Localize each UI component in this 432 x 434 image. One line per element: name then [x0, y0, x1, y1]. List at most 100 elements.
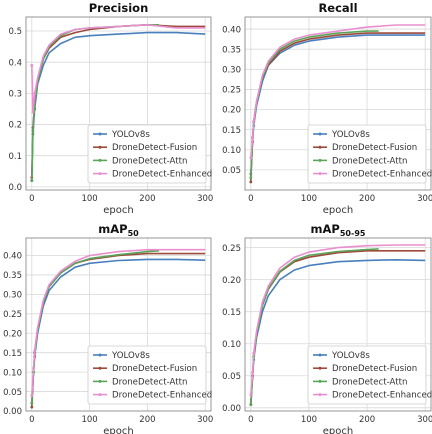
legend-marker-dronedetect-attn — [98, 379, 102, 383]
y-tick-label: 0.10 — [222, 340, 241, 350]
legend-box — [87, 345, 207, 405]
x-tick-label: 200 — [359, 194, 375, 204]
legend-box — [307, 345, 427, 405]
y-tick-label: 0.35 — [222, 45, 241, 55]
y-tick-label: 0.25 — [222, 244, 241, 254]
legend-marker-dronedetect-enhanced — [318, 393, 322, 397]
subplot-2: 0.05 0.10 0.15 0.20 0.25 0.30 0.35 0.40 0 100 200 3… — [222, 1, 432, 216]
point-dronedetect-enhanced — [251, 371, 254, 374]
legend-marker-dronedetect-fusion — [318, 145, 322, 149]
chart-title-text: mAP — [98, 222, 127, 236]
point-dronedetect-enhanced — [249, 393, 253, 397]
point-dronedetect-attn — [30, 179, 34, 183]
x-axis-label: epoch — [103, 205, 133, 216]
legend-marker-dronedetect-enhanced — [318, 172, 322, 176]
y-tick-label: 0.30 — [222, 66, 241, 76]
x-tick-label: 0 — [248, 194, 253, 204]
legend-entry: DroneDetect-Enhanced — [332, 170, 432, 180]
legend-marker-yolov8s — [318, 353, 322, 357]
subplot-1: 0.0 0.1 0.2 0.3 0.4 0.5 0 100 200 300 epoch Precisi… — [8, 1, 213, 216]
point-dronedetect-attn — [249, 403, 253, 406]
y-tick-label: 0.20 — [222, 106, 241, 116]
legend-marker-dronedetect-fusion — [98, 145, 102, 149]
x-tick-label: 200 — [139, 415, 155, 425]
point-dronedetect-fusion — [30, 405, 34, 409]
legend-entry: DroneDetect-Enhanced — [112, 391, 212, 401]
y-tick-label: 0.25 — [222, 86, 241, 96]
plot-frame — [25, 16, 212, 191]
y-tick-label: 0.00 — [3, 407, 22, 417]
legend-entry: DroneDetect-Fusion — [112, 143, 197, 153]
y-tick-label: 0.20 — [3, 329, 22, 339]
legend-marker-dronedetect-enhanced — [98, 393, 102, 397]
legend-marker-yolov8s — [318, 132, 322, 136]
legend-box — [87, 124, 207, 184]
y-tick-label: 0.30 — [3, 291, 22, 301]
legend-marker-yolov8s — [98, 132, 102, 136]
legend-entry: DroneDetect-Attn — [332, 377, 407, 387]
x-axis-label: epoch — [323, 205, 353, 216]
legend-marker-dronedetect-attn — [318, 158, 322, 162]
x-tick-label: 200 — [139, 194, 155, 204]
legend-entry: DroneDetect-Fusion — [112, 364, 197, 374]
y-tick-label: 0.05 — [222, 372, 241, 382]
y-tick-label: 0.2 — [8, 121, 22, 131]
legend-entry: YOLOv8s — [331, 351, 370, 361]
legend-entry: DroneDetect-Fusion — [332, 364, 417, 374]
y-tick-label: 0.20 — [222, 276, 241, 286]
series-line-dronedetect-enhanced — [31, 23, 206, 113]
y-tick-label: 0.15 — [222, 126, 241, 136]
legend-marker-dronedetect-enhanced — [98, 172, 102, 176]
y-tick-label: 0.3 — [8, 90, 22, 100]
chart-title: mAP50-95 — [311, 222, 366, 238]
point-dronedetect-attn — [31, 129, 35, 133]
y-tick-label: 0.1 — [8, 152, 22, 162]
x-axis-label: epoch — [323, 426, 353, 434]
point-dronedetect-enhanced — [252, 120, 256, 124]
y-tick-label: 0.15 — [222, 308, 241, 318]
chart-title: Precision — [89, 1, 149, 15]
legend-entry: DroneDetect-Enhanced — [332, 391, 432, 401]
y-tick-label: 0.05 — [3, 388, 22, 398]
point-dronedetect-enhanced — [33, 349, 37, 353]
point-dronedetect-enhanced — [30, 63, 34, 67]
x-tick-label: 300 — [417, 415, 432, 425]
point-dronedetect-enhanced — [30, 394, 34, 397]
chart-title-text: Recall — [318, 1, 357, 15]
y-tick-label: 0.4 — [8, 58, 22, 68]
legend: YOLOv8s DroneDetect-Fusion DroneDetect-Att… — [87, 345, 212, 405]
point-dronedetect-enhanced — [32, 366, 35, 370]
legend-entry: DroneDetect-Fusion — [332, 143, 417, 153]
legend-entry: DroneDetect-Attn — [332, 156, 407, 166]
legend: YOLOv8s DroneDetect-Fusion DroneDetect-Att… — [87, 124, 212, 184]
point-dronedetect-enhanced — [252, 351, 256, 355]
legend-marker-yolov8s — [98, 353, 102, 357]
chart-title: Recall — [318, 1, 357, 15]
legend-entry: DroneDetect-Attn — [112, 377, 187, 387]
chart-title-text: Precision — [89, 1, 149, 15]
legend-entry: YOLOv8s — [331, 130, 370, 140]
chart-title-subscript: 50 — [128, 229, 140, 238]
point-dronedetect-attn — [30, 401, 34, 405]
x-tick-label: 100 — [301, 415, 317, 425]
y-tick-label: 0.5 — [8, 27, 22, 37]
legend-marker-dronedetect-fusion — [318, 366, 322, 370]
point-dronedetect-enhanced — [249, 156, 253, 160]
legend-box — [307, 124, 427, 184]
y-tick-label: 0.35 — [3, 271, 22, 281]
point-dronedetect-fusion — [249, 180, 253, 184]
x-tick-label: 100 — [301, 194, 317, 204]
plot-frame — [244, 16, 432, 191]
chart-title: mAP50 — [98, 222, 139, 238]
subplot-3: 0.00 0.05 0.10 0.15 0.20 0.25 0.30 0.35 0.40 0 100… — [3, 222, 213, 434]
chart-title-subscript: 50-95 — [340, 229, 366, 238]
x-tick-label: 0 — [29, 194, 34, 204]
x-tick-label: 300 — [197, 194, 213, 204]
legend-entry: YOLOv8s — [111, 351, 150, 361]
legend-entry: DroneDetect-Attn — [112, 156, 187, 166]
point-dronedetect-enhanced — [251, 136, 254, 140]
plot-frame — [25, 237, 212, 412]
legend: YOLOv8s DroneDetect-Fusion DroneDetect-Att… — [307, 124, 432, 184]
y-tick-label: 0.15 — [3, 349, 22, 359]
